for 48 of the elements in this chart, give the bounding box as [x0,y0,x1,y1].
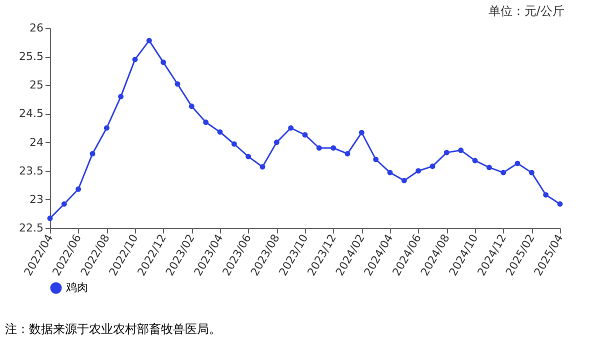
point [316,145,322,151]
y-tick-label: 26 [30,22,44,34]
point [174,81,180,87]
point [246,154,252,160]
point [288,125,294,131]
point [203,120,209,126]
point [146,38,152,44]
y-tick-label: 24.5 [19,107,44,120]
point [132,56,138,62]
point [302,132,308,138]
legend-label: 鸡肉 [65,281,88,294]
point [231,141,237,147]
point [274,140,280,146]
point [373,156,379,162]
y-tick-label: 23 [30,192,44,206]
point [557,201,563,207]
point [104,125,110,131]
text: 注：数据来源于农业农村部畜牧兽医局。 [5,322,221,336]
point [76,186,82,192]
point [90,150,96,156]
point [543,192,549,198]
point [217,129,223,135]
point [416,168,422,174]
point [514,160,520,166]
point [358,130,364,136]
text: 单位：元/公斤 [488,4,564,18]
point [160,60,166,66]
point [500,170,506,176]
point [330,145,336,151]
point [260,164,266,170]
point [118,94,124,100]
point [458,148,464,154]
point [344,150,350,156]
y-tick-label: 23.5 [19,164,44,178]
y-tick-label: 25.5 [19,50,44,64]
y-tick-label: 24 [30,136,44,149]
point [387,170,393,176]
y-tick-label: 22.5 [19,222,44,234]
point [188,104,194,110]
point [472,158,478,164]
y-tick-label: 25 [30,78,44,92]
point [47,216,53,222]
point [61,201,67,207]
point [444,150,450,156]
point [401,178,407,184]
point [430,164,436,170]
point [486,164,492,170]
point [528,170,534,176]
